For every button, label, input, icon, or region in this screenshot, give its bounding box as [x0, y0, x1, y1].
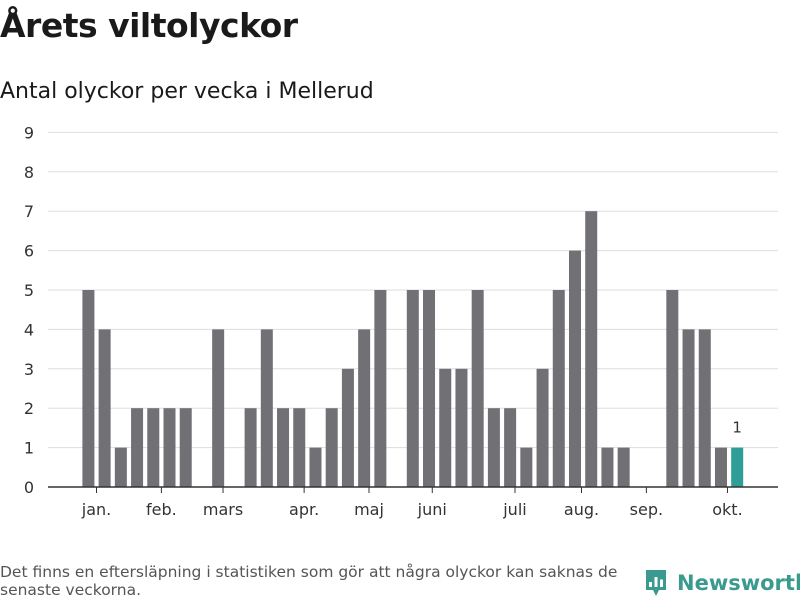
- bar: [407, 290, 419, 487]
- bar: [131, 408, 143, 487]
- footnote: Det finns en eftersläpning i statistiken…: [0, 563, 640, 599]
- bar: [115, 448, 127, 487]
- x-tick-label: apr.: [289, 500, 319, 519]
- bar: [374, 290, 386, 487]
- newsworthy-logo[interactable]: Newsworthy: [644, 568, 800, 598]
- bar: [683, 329, 695, 487]
- bar-highlight: [731, 448, 743, 487]
- y-tick-label: 8: [24, 163, 34, 182]
- y-tick-label: 9: [24, 123, 34, 142]
- bar: [261, 329, 273, 487]
- bar: [715, 448, 727, 487]
- y-tick-label: 3: [24, 360, 34, 379]
- bars: [82, 211, 743, 487]
- bar: [358, 329, 370, 487]
- bar: [180, 408, 192, 487]
- x-tick-label: mars: [203, 500, 243, 519]
- x-axis-tick-labels: jan. feb. mars apr. maj juni juli aug. sep. okt.: [81, 500, 743, 519]
- bar: [423, 290, 435, 487]
- bar: [309, 448, 321, 487]
- x-tick-label: aug.: [564, 500, 599, 519]
- newsworthy-logo-icon: [644, 568, 668, 598]
- y-tick-label: 4: [24, 320, 34, 339]
- bar: [553, 290, 565, 487]
- bar: [488, 408, 500, 487]
- bar: [212, 329, 224, 487]
- y-tick-label: 0: [24, 478, 34, 497]
- x-tick-label: jan.: [81, 500, 111, 519]
- bar: [147, 408, 159, 487]
- x-tick-label: okt.: [712, 500, 742, 519]
- x-tick-label: feb.: [146, 500, 177, 519]
- bar: [245, 408, 257, 487]
- bar-chart: 0 1 2 3 4 5 6 7 8 9 jan. feb. mars apr. maj juni juli au…: [0, 0, 800, 560]
- bar: [293, 408, 305, 487]
- bar: [277, 408, 289, 487]
- x-tick-label: sep.: [630, 500, 663, 519]
- bar: [99, 329, 111, 487]
- bar: [472, 290, 484, 487]
- y-tick-label: 1: [24, 439, 34, 458]
- x-tick-label: maj: [354, 500, 384, 519]
- bar: [618, 448, 630, 487]
- bar: [504, 408, 516, 487]
- x-axis: [48, 487, 778, 493]
- bar: [439, 369, 451, 487]
- bar: [601, 448, 613, 487]
- y-tick-label: 6: [24, 242, 34, 261]
- data-labels: 1: [732, 419, 742, 437]
- bar: [537, 369, 549, 487]
- bar: [666, 290, 678, 487]
- data-label-highlight: 1: [732, 419, 742, 437]
- bar: [455, 369, 467, 487]
- y-tick-label: 7: [24, 202, 34, 221]
- y-tick-label: 5: [24, 281, 34, 300]
- y-axis-tick-labels: 0 1 2 3 4 5 6 7 8 9: [24, 123, 34, 497]
- bar: [164, 408, 176, 487]
- y-tick-label: 2: [24, 399, 34, 418]
- bar: [585, 211, 597, 487]
- newsworthy-logo-text: Newsworthy: [677, 571, 800, 595]
- bar: [342, 369, 354, 487]
- bar: [326, 408, 338, 487]
- x-tick-label: juni: [417, 500, 447, 519]
- bar: [82, 290, 94, 487]
- bar: [569, 251, 581, 487]
- x-tick-label: juli: [502, 500, 526, 519]
- bar: [520, 448, 532, 487]
- bar: [699, 329, 711, 487]
